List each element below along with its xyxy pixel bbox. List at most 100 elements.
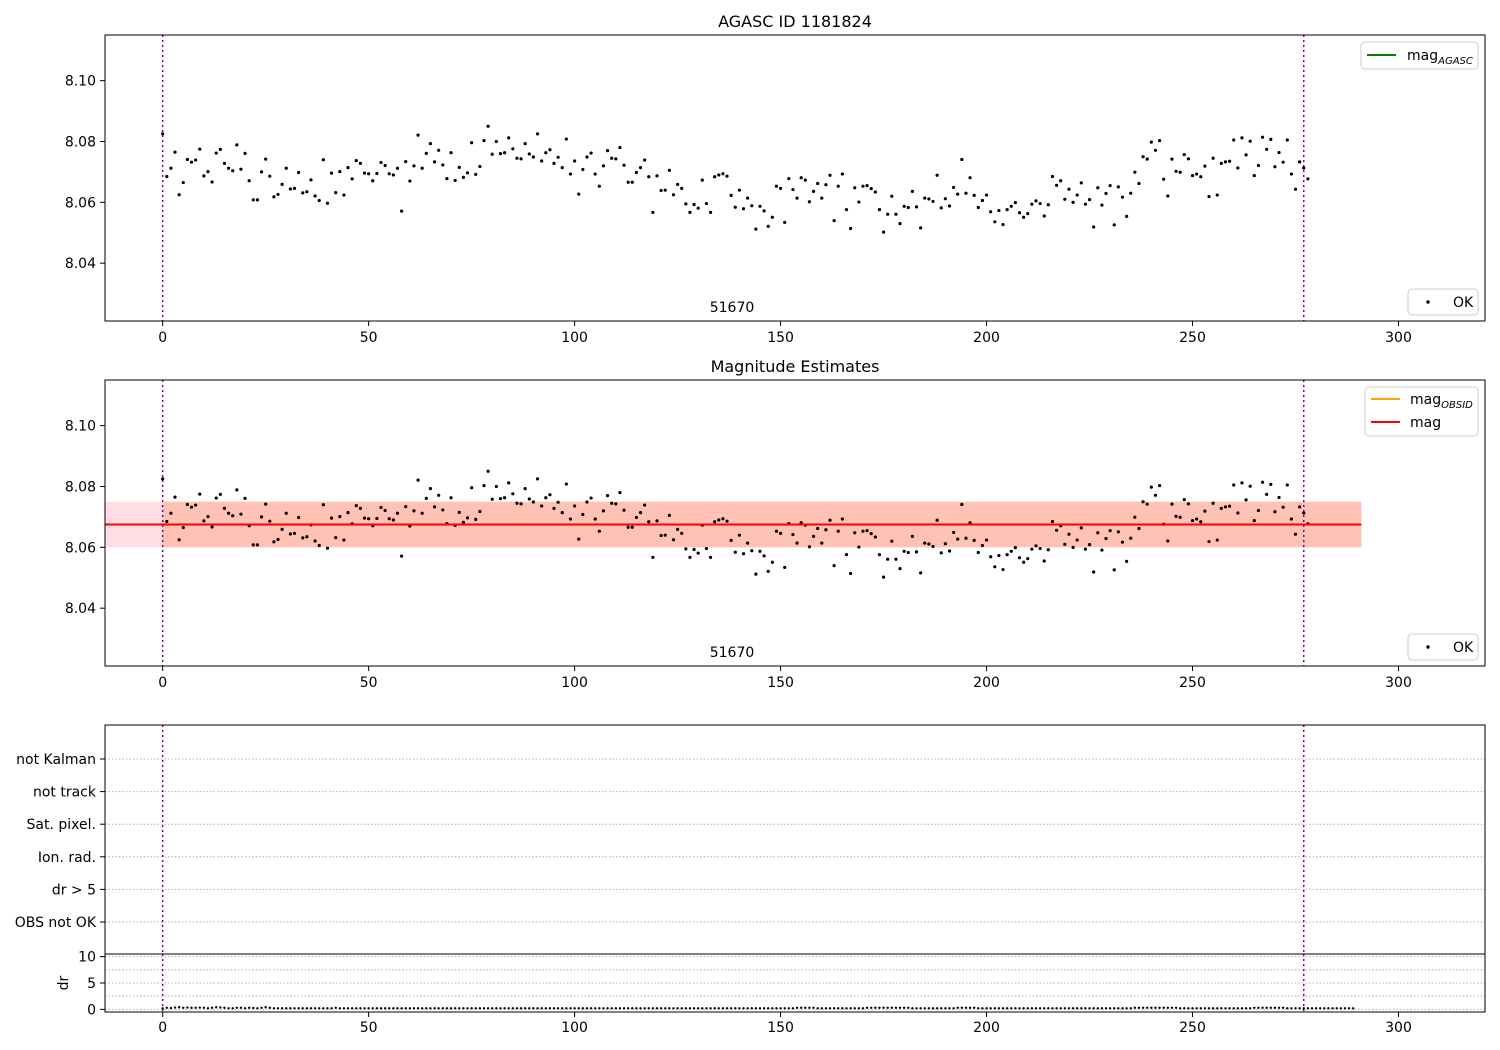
data-point bbox=[181, 525, 185, 530]
data-point bbox=[222, 506, 227, 510]
data-point bbox=[309, 178, 313, 182]
data-point bbox=[478, 509, 482, 514]
data-point bbox=[1125, 559, 1129, 563]
data-point bbox=[568, 172, 573, 176]
data-point bbox=[499, 1007, 502, 1010]
data-point bbox=[1182, 497, 1186, 502]
data-point bbox=[297, 1007, 300, 1010]
data-point bbox=[812, 1006, 815, 1009]
data-point bbox=[828, 1007, 832, 1010]
data-point bbox=[721, 517, 725, 521]
data-point bbox=[1281, 505, 1285, 509]
data-point bbox=[1001, 1007, 1005, 1010]
data-point bbox=[532, 1007, 535, 1010]
data-point bbox=[1108, 1007, 1112, 1010]
data-point bbox=[1273, 165, 1277, 169]
data-point bbox=[849, 226, 853, 231]
data-point bbox=[997, 1007, 1001, 1010]
data-point bbox=[1273, 510, 1277, 514]
data-point bbox=[795, 1006, 799, 1009]
data-point bbox=[565, 1007, 568, 1010]
data-point bbox=[189, 160, 194, 164]
data-point bbox=[894, 1006, 898, 1009]
data-point bbox=[935, 1007, 939, 1010]
data-point bbox=[1170, 1006, 1174, 1009]
data-point bbox=[185, 157, 189, 162]
data-point bbox=[1054, 183, 1059, 187]
data-point bbox=[873, 190, 877, 194]
data-point bbox=[1010, 1007, 1013, 1010]
data-point bbox=[770, 560, 774, 564]
data-point bbox=[573, 1007, 576, 1010]
data-point bbox=[173, 1006, 177, 1009]
data-point bbox=[832, 564, 836, 568]
data-point bbox=[927, 1007, 931, 1010]
dr-panel-gridlines bbox=[105, 956, 1485, 1010]
data-point bbox=[886, 212, 890, 216]
data-point bbox=[1083, 202, 1088, 206]
data-point bbox=[1228, 1007, 1231, 1010]
data-point bbox=[433, 1007, 436, 1010]
data-point bbox=[692, 202, 696, 207]
data-point bbox=[1005, 1007, 1009, 1010]
estimates-panel-y-ticks: 8.04 8.06 8.08 8.10 bbox=[65, 419, 105, 617]
data-point bbox=[1034, 199, 1038, 203]
data-point bbox=[581, 167, 585, 172]
data-point bbox=[478, 1007, 482, 1010]
data-point bbox=[1018, 1007, 1021, 1010]
data-point bbox=[1260, 480, 1265, 484]
data-point bbox=[437, 148, 441, 152]
data-point bbox=[696, 1007, 700, 1010]
data-point bbox=[597, 529, 601, 533]
data-point bbox=[594, 1007, 597, 1010]
data-point bbox=[544, 151, 548, 155]
data-point bbox=[943, 197, 947, 201]
data-point bbox=[309, 1007, 313, 1010]
data-point bbox=[1141, 1006, 1145, 1009]
data-point bbox=[659, 188, 663, 193]
data-point bbox=[375, 171, 379, 176]
data-point bbox=[420, 166, 424, 170]
data-point bbox=[1071, 1007, 1075, 1010]
data-point bbox=[878, 1006, 881, 1009]
data-point bbox=[1157, 138, 1162, 143]
data-point bbox=[198, 147, 202, 151]
data-point bbox=[285, 1007, 288, 1010]
data-point bbox=[614, 157, 618, 161]
data-point bbox=[173, 150, 177, 154]
data-point bbox=[1327, 1007, 1330, 1010]
data-point bbox=[737, 188, 741, 192]
data-point bbox=[746, 196, 750, 200]
data-point bbox=[338, 515, 342, 519]
data-point bbox=[795, 541, 799, 545]
data-point bbox=[750, 204, 754, 208]
y-tick-label: 8.06 bbox=[65, 195, 96, 211]
data-point bbox=[956, 1006, 959, 1009]
data-point bbox=[507, 481, 511, 485]
data-point bbox=[894, 557, 898, 561]
x-tick-label: 300 bbox=[1385, 330, 1412, 346]
data-point bbox=[664, 1007, 667, 1010]
data-point bbox=[610, 1007, 613, 1010]
data-point bbox=[869, 187, 873, 191]
data-point bbox=[527, 152, 531, 156]
data-point bbox=[910, 189, 915, 193]
data-point bbox=[902, 1006, 906, 1009]
data-point bbox=[371, 179, 375, 183]
data-point bbox=[1133, 515, 1137, 519]
data-point bbox=[598, 1007, 601, 1010]
data-point bbox=[778, 186, 783, 190]
legend-mag-label: mag bbox=[1410, 415, 1441, 431]
data-point bbox=[325, 201, 330, 205]
data-point bbox=[1092, 225, 1096, 229]
data-point bbox=[177, 193, 181, 197]
data-point bbox=[428, 487, 433, 491]
data-point bbox=[614, 502, 618, 506]
data-point bbox=[564, 482, 568, 486]
data-point bbox=[264, 1006, 267, 1009]
data-point bbox=[284, 166, 288, 170]
x-tick-label: 250 bbox=[1179, 1020, 1206, 1036]
data-point bbox=[1219, 161, 1223, 165]
data-point bbox=[671, 193, 676, 197]
data-point bbox=[952, 185, 956, 190]
